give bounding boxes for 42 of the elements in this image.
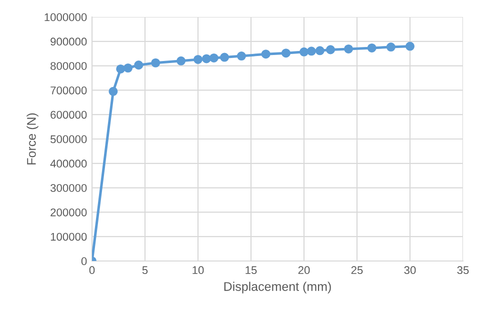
x-tick-label: 5 — [142, 266, 148, 274]
point — [261, 50, 270, 59]
point — [124, 63, 133, 73]
point — [108, 86, 118, 96]
y-tick-label: 400000 — [50, 160, 87, 168]
x-axis-title: Displacement (mm) — [224, 282, 331, 294]
y-tick-label: 100000 — [50, 232, 87, 241]
point — [176, 56, 186, 66]
y-tick-label: 200000 — [50, 208, 87, 216]
x-tick-label: 30 — [404, 266, 416, 274]
y-tick-label: 300000 — [50, 184, 87, 192]
y-tick-label: 600000 — [50, 110, 87, 119]
point — [281, 48, 290, 58]
point — [405, 42, 415, 51]
x-tick-label: 25 — [351, 266, 363, 274]
x-tick-label: 35 — [457, 266, 469, 274]
y-tick-label: 1000000 — [44, 13, 87, 22]
point — [315, 46, 324, 56]
x-tick-label: 15 — [246, 266, 257, 274]
point — [344, 44, 354, 54]
point — [326, 45, 336, 54]
point — [299, 47, 309, 56]
y-tick-label: 500000 — [50, 135, 87, 144]
y-tick-label: 800000 — [50, 62, 87, 70]
point — [193, 54, 203, 64]
y-tick-label: 0 — [81, 257, 87, 266]
point — [202, 54, 211, 64]
y-tick-label: 900000 — [50, 38, 87, 46]
point — [151, 58, 160, 68]
y-axis-title: Force (N) — [26, 113, 38, 164]
point — [367, 43, 376, 52]
point — [306, 46, 316, 56]
point — [236, 52, 246, 61]
x-tick-label: 10 — [192, 266, 204, 274]
point — [134, 60, 144, 70]
point — [386, 42, 396, 52]
x-tick-label: 0 — [89, 266, 95, 274]
point — [209, 53, 218, 63]
point — [220, 52, 230, 62]
y-tick-label: 700000 — [50, 86, 87, 94]
x-tick-label: 20 — [298, 266, 310, 274]
point — [116, 64, 126, 74]
